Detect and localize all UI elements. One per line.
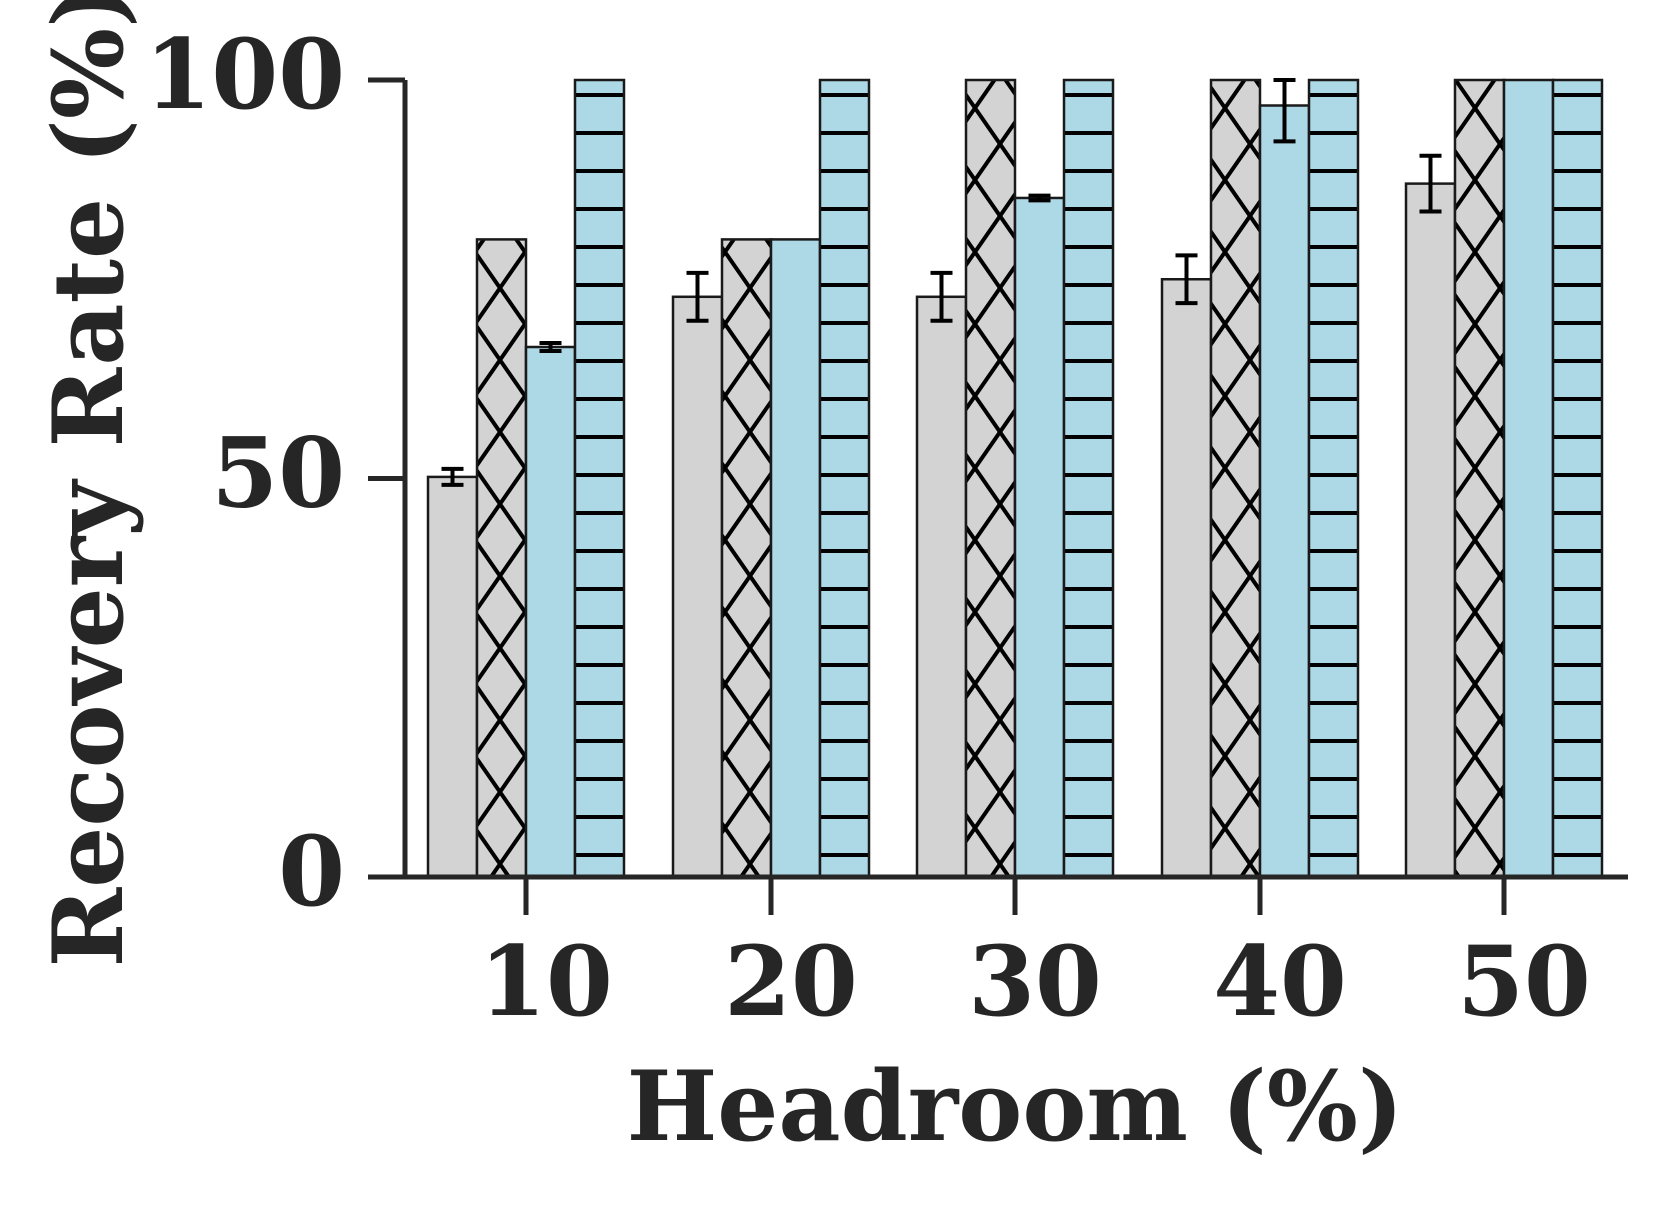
bars-layer [426, 78, 1604, 879]
bar-s1-50 [1404, 182, 1457, 879]
x-axis-title: Headroom (%) [627, 1050, 1404, 1163]
bar-s2-30 [964, 78, 1017, 879]
axes-layer: 0 50 100 10 20 30 40 50 [145, 18, 1628, 1038]
bar-s1-30 [915, 295, 968, 879]
error-bar-s3-40 [1273, 78, 1296, 144]
bar-s3-50 [1502, 78, 1555, 879]
bar-s1-40 [1160, 278, 1213, 879]
bar-s4-50 [1551, 78, 1604, 879]
bar-s3-30 [1013, 196, 1066, 879]
error-bar-s1-50 [1419, 153, 1442, 214]
y-tick-label-50: 50 [211, 417, 345, 530]
bar-s3-40 [1258, 104, 1311, 879]
bar-s2-20 [720, 238, 773, 879]
y-tick-label-0: 0 [278, 815, 345, 928]
y-tick-label-100: 100 [145, 18, 345, 131]
x-tick-label-20: 20 [724, 925, 858, 1038]
error-bar-s1-10 [441, 466, 464, 487]
x-tick-label-40: 40 [1213, 925, 1347, 1038]
bar-s4-40 [1307, 78, 1360, 879]
bar-s2-50 [1453, 78, 1506, 879]
bar-s1-10 [426, 475, 479, 879]
bar-s4-30 [1062, 78, 1115, 879]
error-bar-s1-20 [686, 270, 709, 323]
error-bar-s3-30 [1028, 193, 1051, 203]
bar-s4-20 [818, 78, 871, 879]
error-bar-s3-10 [539, 341, 562, 353]
bar-s2-40 [1209, 78, 1262, 879]
bar-s2-10 [475, 238, 528, 879]
y-axis-title: Recovery Rate (%) [32, 0, 145, 968]
error-bar-s1-40 [1175, 253, 1198, 306]
bar-s4-10 [573, 78, 626, 879]
x-tick-label-10: 10 [479, 925, 613, 1038]
bar-s3-10 [524, 345, 577, 879]
x-tick-label-50: 50 [1457, 925, 1591, 1038]
bar-s3-20 [769, 238, 822, 879]
bar-s1-20 [671, 295, 724, 879]
error-bar-s1-30 [930, 270, 953, 323]
x-tick-label-30: 30 [968, 925, 1102, 1038]
